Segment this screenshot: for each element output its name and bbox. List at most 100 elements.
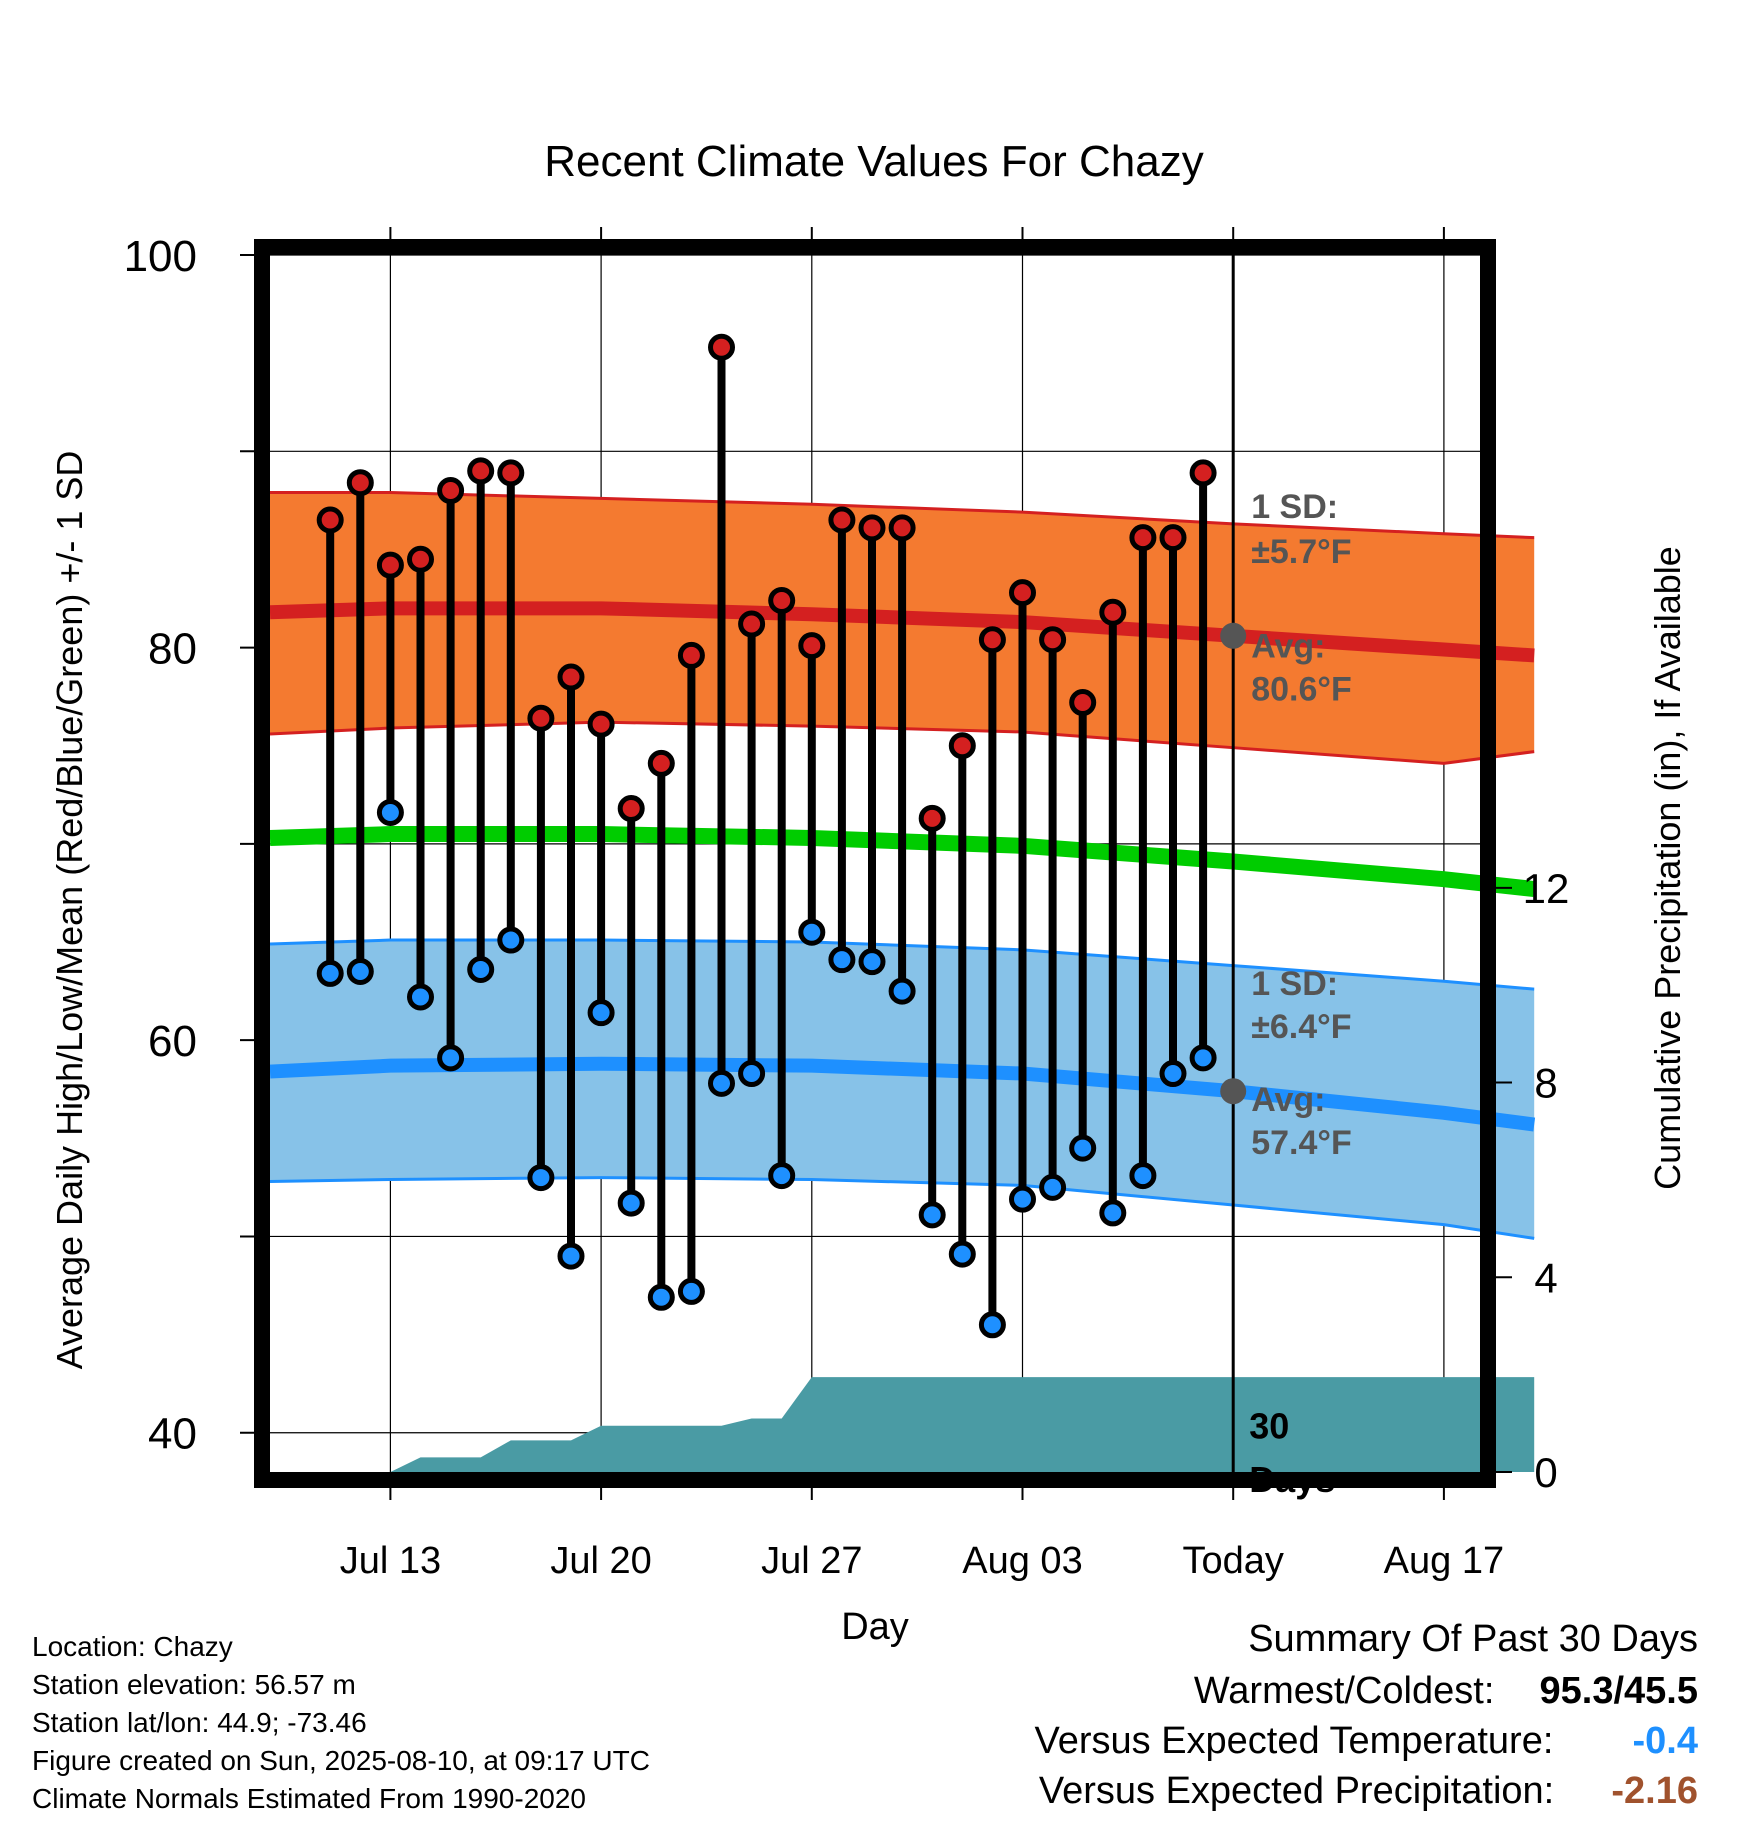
created-text: Figure created on Sun, 2025-08-10, at 09… [32,1745,650,1776]
y2-tick-label: 12 [1523,865,1570,912]
precip-label: Versus Expected Precipitation: [1038,1770,1555,1812]
high-point [738,610,766,638]
low-sd-label: 1 SD: [1251,965,1338,1003]
high-point [587,710,615,738]
latlon-text: Station lat/lon: 44.9; -73.46 [32,1707,367,1738]
low-point [407,983,434,1011]
high-point [1189,459,1217,487]
high-point [527,704,555,732]
low-point [497,926,525,954]
low-point [437,1044,465,1072]
high-point [407,545,434,573]
summary-warmest-row: Warmest/Coldest: 95.3/45.5 [1194,1670,1698,1713]
mean-normal-line [269,826,1536,897]
summary-panel: Summary Of Past 30 Days Warmest/Coldest:… [900,1618,1698,1828]
low-point [888,977,916,1005]
low-point [828,946,856,974]
low-point [708,1069,735,1097]
x-tick-label: Jul 20 [550,1540,651,1582]
high-avg-value: 80.6°F [1251,671,1352,709]
precipitation-area [270,1377,1535,1472]
y-tick-label: 80 [148,625,197,674]
low-point [948,1240,976,1268]
low-point [587,999,615,1027]
warmest-label: Warmest/Coldest: [1193,1670,1495,1712]
chart-title: Recent Climate Values For Chazy [544,137,1203,186]
high-avg-label: Avg: [1251,627,1325,665]
y-tick-label: 60 [148,1017,197,1066]
temp-label: Versus Expected Temperature: [1034,1720,1554,1762]
high-point [1129,524,1157,552]
high-point [1159,524,1187,552]
high-point [557,663,585,691]
high-point [1009,579,1036,607]
low-point [978,1311,1006,1339]
high-point [708,333,735,361]
high-point [1039,626,1067,654]
low-normal-line [269,1056,1536,1132]
low-point [647,1283,675,1311]
summary-temp-row: Versus Expected Temperature: -0.4 [1034,1720,1698,1763]
high-point [617,795,645,823]
low-point [798,918,826,946]
high-point [918,804,946,832]
high-point [437,477,465,505]
x-tick-label: Aug 03 [962,1540,1082,1582]
low-point [1189,1044,1217,1072]
x-axis-label: Day [841,1606,909,1648]
high-avg-marker [1220,622,1247,649]
elevation-text: Station elevation: 56.57 m [32,1669,356,1700]
plot-frame [254,239,1496,1488]
low-point [617,1189,645,1217]
low-avg-value: 57.4°F [1251,1124,1352,1162]
high-point [497,459,525,487]
low-point [918,1201,946,1229]
high-point [948,732,976,760]
high-sd-value: ±5.7°F [1251,533,1351,571]
low-point [376,798,404,826]
y2-tick-label: 8 [1534,1060,1557,1107]
low-point [1129,1162,1157,1190]
low-point [858,948,886,976]
normals-text: Climate Normals Estimated From 1990-2020 [32,1783,586,1814]
y2-tick-label: 4 [1534,1254,1557,1301]
summary-precip-row: Versus Expected Precipitation: -2.16 [1039,1770,1698,1813]
low-point [346,957,374,985]
high-sd-band-upper-edge [270,491,1535,540]
y-tick-label: 100 [124,232,197,281]
high-point [768,586,796,614]
high-point [798,632,826,660]
high-point [888,514,916,542]
high-point [677,641,705,669]
location-text: Location: Chazy [32,1631,233,1662]
high-point [316,506,344,534]
high-point [858,514,886,542]
low-sd-band-upper-edge [269,938,1535,991]
low-sd-band [270,940,1535,1239]
summary-title: Summary Of Past 30 Days [1248,1618,1698,1660]
low-point [1039,1173,1067,1201]
y-axis-label: Average Daily High/Low/Mean (Red/Blue/Gr… [49,451,90,1370]
high-sd-label: 1 SD: [1251,488,1338,526]
low-avg-label: Avg: [1251,1081,1325,1119]
x-tick-label: Jul 27 [761,1540,862,1582]
low-sd-value: ±6.4°F [1251,1008,1351,1046]
y-tick-label: 40 [148,1410,197,1459]
high-point [376,551,404,579]
low-point [1069,1134,1097,1162]
high-sd-band-lower-edge [269,720,1535,765]
low-sd-band-lower-edge [269,1176,1535,1240]
temp-value: -0.4 [1632,1720,1698,1762]
low-point [768,1162,796,1190]
low-point [1099,1199,1127,1227]
low-point [738,1060,766,1088]
low-point [557,1242,585,1270]
y2-tick-label: 0 [1534,1449,1557,1496]
low-point [316,959,344,987]
high-point [1069,689,1097,717]
low-point [527,1164,555,1192]
high-normal-line [269,601,1535,663]
high-point [1099,598,1127,626]
high-point [647,749,675,777]
